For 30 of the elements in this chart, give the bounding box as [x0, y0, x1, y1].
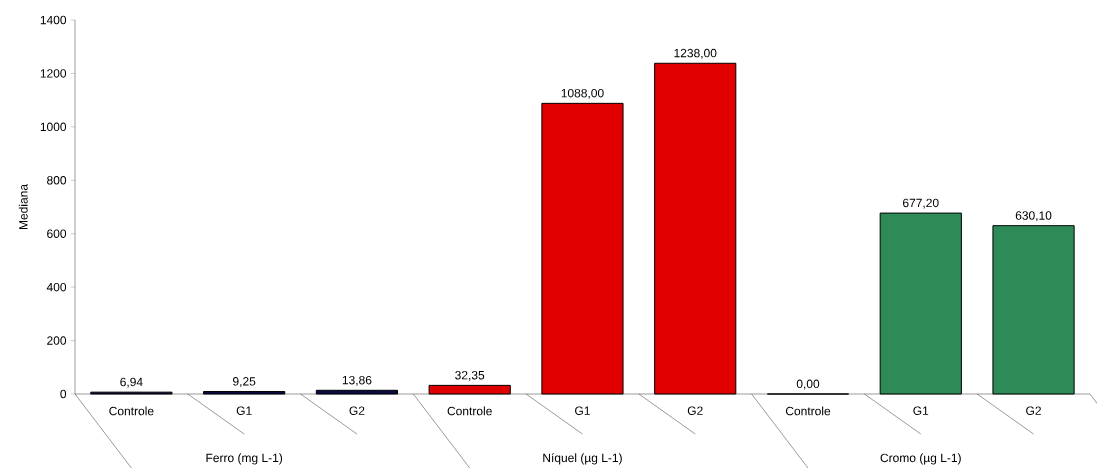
- text: Ferro (mg L-1): [206, 453, 283, 465]
- text: Níquel (µg L-1): [543, 453, 622, 465]
- data-label: 6,94: [120, 377, 143, 388]
- y-axis-title: Mediana: [18, 183, 28, 230]
- x-tick-label: Controle: [785, 406, 831, 416]
- data-label: 9,25: [233, 377, 256, 388]
- x-tick-label: G2: [349, 406, 365, 415]
- data-label: 1088,00: [561, 88, 604, 99]
- y-tick-label: 600: [47, 229, 67, 238]
- text: Cromo (µg L-1): [880, 453, 961, 465]
- y-tick-label: 0: [60, 389, 67, 399]
- y-tick-label: 1200: [40, 69, 67, 78]
- data-label: 1238,00: [674, 48, 717, 59]
- x-tick-label: G1: [913, 406, 929, 415]
- y-tick-label: 1000: [40, 122, 67, 132]
- x-tick-label: Controle: [109, 406, 154, 416]
- y-tick-label: 800: [47, 176, 67, 185]
- x-tick-label: G1: [236, 406, 252, 415]
- data-label: 13,86: [342, 375, 372, 386]
- data-label: 677,20: [903, 198, 939, 209]
- y-tick-label: 400: [46, 282, 67, 292]
- data-label: 32,35: [455, 370, 485, 381]
- x-tick-label: Controle: [447, 406, 492, 416]
- x-tick-label: G2: [687, 406, 703, 415]
- y-tick-label: 1400: [40, 15, 67, 25]
- x-tick-label: G1: [575, 406, 590, 415]
- data-label: 0,00: [796, 379, 820, 390]
- y-tick-label: 200: [47, 336, 67, 345]
- data-label: 630,10: [1015, 211, 1052, 222]
- x-tick-label: G2: [1026, 406, 1041, 415]
